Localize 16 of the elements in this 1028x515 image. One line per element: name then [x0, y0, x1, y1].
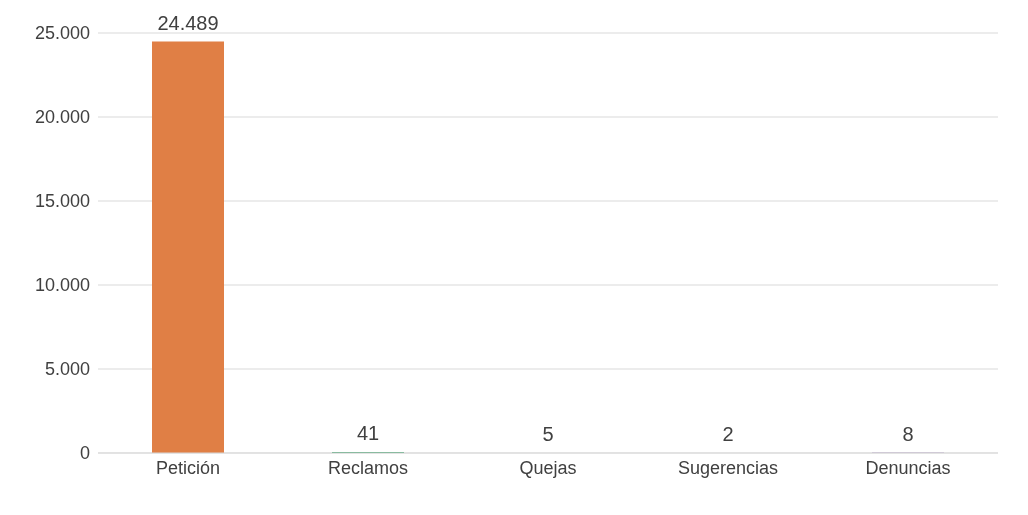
data-label: 2 — [722, 422, 734, 445]
y-tick-label: 10.000 — [34, 275, 90, 296]
y-tick-label: 0 — [79, 443, 90, 464]
y-tick-label: 15.000 — [34, 191, 90, 212]
x-tick-label: Denuncias — [865, 457, 951, 478]
x-tick-label: Petición — [155, 457, 221, 478]
y-tick-label: 5.000 — [44, 359, 90, 380]
x-tick-label: Quejas — [519, 457, 577, 478]
y-tick-label: 25.000 — [34, 23, 90, 44]
y-tick-label: 20.000 — [34, 107, 90, 128]
x-tick-label: Sugerencias — [677, 457, 779, 478]
data-label: 41 — [356, 422, 380, 445]
data-label: 24.489 — [157, 11, 219, 34]
data-label: 5 — [542, 422, 554, 445]
data-label: 8 — [902, 422, 914, 445]
x-tick-label: Reclamos — [327, 457, 409, 478]
